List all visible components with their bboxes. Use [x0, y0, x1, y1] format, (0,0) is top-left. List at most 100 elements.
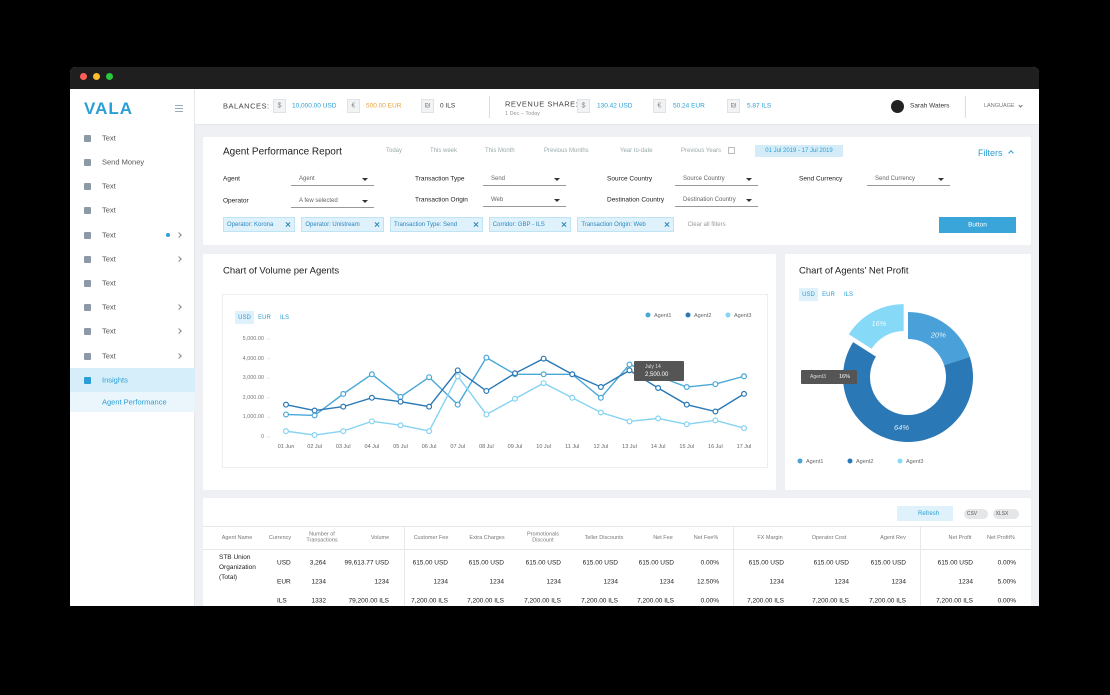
date-range[interactable]: 01 Jul 2019 - 17 Jul 2019 — [765, 148, 833, 154]
refresh-button[interactable] — [897, 506, 953, 521]
table-cell: 99,613.77 USD — [344, 559, 389, 567]
filter-chip[interactable] — [577, 217, 674, 232]
period-tab[interactable]: Year to-date — [620, 148, 653, 154]
x-tick-label: 16 Jul — [708, 444, 723, 450]
currency-tab[interactable]: EUR — [258, 314, 271, 321]
dropdown-value[interactable]: A few selected — [299, 198, 338, 204]
currency-tab[interactable]: ILS — [843, 291, 854, 298]
period-tab[interactable]: Previous Months — [544, 148, 589, 154]
chip-label[interactable]: Operator: Unistream — [305, 221, 360, 228]
table-rule — [203, 549, 1031, 550]
export-button[interactable] — [993, 509, 1019, 519]
data-point — [283, 401, 290, 408]
sidebar-item[interactable]: Send Money — [102, 157, 145, 167]
user-name[interactable]: Sarah Waters — [910, 102, 950, 110]
table-cell: 7,200.00 ILS — [637, 597, 674, 605]
data-point — [683, 401, 690, 408]
chip-label[interactable]: Transaction Type: Send — [394, 221, 458, 228]
refresh-label[interactable]: Refresh — [918, 510, 940, 517]
caret — [554, 178, 560, 181]
sidebar-item[interactable]: Text — [102, 205, 116, 215]
period-tab[interactable]: Today — [386, 148, 403, 154]
dropdown-value[interactable]: Send — [491, 176, 506, 182]
dropdown[interactable] — [675, 192, 758, 207]
sidebar-item[interactable]: Text — [102, 302, 116, 312]
data-point — [483, 387, 490, 394]
dropdown-value[interactable]: Destination Country — [683, 197, 736, 203]
dropdown[interactable] — [291, 171, 374, 186]
export-label[interactable]: XLSX — [995, 511, 1009, 517]
dropdown-value[interactable]: Source Country — [683, 176, 725, 182]
tooltip-value: 16% — [839, 374, 851, 380]
dropdown-value[interactable]: Agent — [299, 176, 315, 182]
filter-chip[interactable] — [488, 217, 572, 232]
currency-tab[interactable]: ILS — [279, 314, 290, 321]
chip-label[interactable]: Operator: Korona — [227, 221, 274, 228]
sidebar-subitem[interactable]: Agent Performance — [102, 397, 167, 407]
dropdown-value[interactable]: Send Currency — [875, 176, 916, 182]
primary-button[interactable] — [939, 217, 1016, 233]
chip-label[interactable]: Corridor: GBP - ILS — [492, 221, 545, 228]
x-tick-label: 15 Jul — [679, 444, 695, 450]
filter-chip[interactable] — [390, 217, 483, 232]
data-point — [368, 394, 375, 401]
currency-tab[interactable]: USD — [238, 314, 251, 321]
revenue-amount: 130.42 USD — [597, 102, 633, 110]
dropdown-value[interactable]: Web — [491, 197, 504, 203]
chip-label[interactable]: Transaction Origin: Web — [581, 221, 646, 228]
dropdown[interactable] — [483, 192, 566, 207]
revenue-amount: 5.87 ILS — [747, 102, 772, 110]
button-label[interactable]: Button — [968, 221, 987, 229]
revenue-period: 1 Dec – Today — [505, 111, 541, 117]
sidebar-item[interactable]: Text — [102, 254, 116, 264]
user-avatar[interactable] — [891, 100, 904, 113]
language-select[interactable]: LANGUAGE — [984, 103, 1015, 109]
column-header: Teller Discounts — [584, 534, 624, 541]
currency-tab[interactable]: USD — [802, 291, 815, 298]
column-header: Volume — [370, 534, 390, 541]
sidebar-item[interactable]: Text — [102, 230, 116, 240]
x-tick-label: 11 Jul — [565, 444, 580, 450]
dropdown[interactable] — [291, 193, 374, 208]
sidebar-item[interactable]: Text — [102, 326, 116, 336]
period-tab[interactable]: Previous Years — [681, 148, 722, 154]
caret — [554, 199, 560, 202]
balances-label: BALANCES: — [223, 101, 270, 111]
sidebar-item[interactable]: Text — [102, 181, 116, 191]
x-tick-label: 05 Jul — [393, 444, 408, 450]
data-point — [311, 407, 318, 414]
period-tab[interactable]: This week — [430, 148, 458, 154]
sidebar-item[interactable]: Insights — [102, 375, 128, 385]
x-tick-label: 09 Jul — [507, 444, 523, 450]
table-cell: 1234 — [958, 578, 973, 586]
tooltip-value: 2,500.00 — [645, 372, 669, 378]
sidebar-item[interactable]: Text — [102, 278, 116, 288]
table-cell: 7,200.00 ILS — [936, 597, 973, 605]
data-point — [540, 380, 547, 387]
legend-dot — [897, 458, 903, 464]
filter-chip[interactable] — [301, 217, 384, 232]
export-label[interactable]: CSV — [966, 511, 978, 517]
caret — [362, 178, 368, 181]
data-point — [311, 412, 318, 419]
dropdown[interactable] — [675, 171, 758, 186]
dropdown[interactable] — [483, 171, 566, 186]
date-range-box[interactable] — [755, 145, 843, 157]
table-cell: 615.00 USD — [412, 559, 448, 567]
dropdown[interactable] — [867, 171, 950, 186]
sidebar-item[interactable]: Text — [102, 133, 116, 143]
clear-filters[interactable]: Clear all filters — [687, 221, 726, 228]
period-tab[interactable]: This Month — [485, 148, 515, 154]
table-cell: 7,200.00 ILS — [524, 597, 561, 605]
export-button[interactable] — [964, 509, 988, 519]
column-header: Currency — [268, 534, 292, 541]
filter-chip[interactable] — [223, 217, 296, 232]
column-header: Agent Rev — [880, 534, 906, 541]
filters-toggle[interactable]: Filters — [978, 148, 1003, 158]
data-point — [283, 428, 290, 435]
currency-tab[interactable]: EUR — [822, 291, 835, 298]
column-header: Net Profit% — [987, 534, 1015, 541]
data-point — [454, 367, 461, 374]
sidebar-item[interactable]: Text — [102, 351, 116, 361]
data-point — [483, 354, 490, 361]
